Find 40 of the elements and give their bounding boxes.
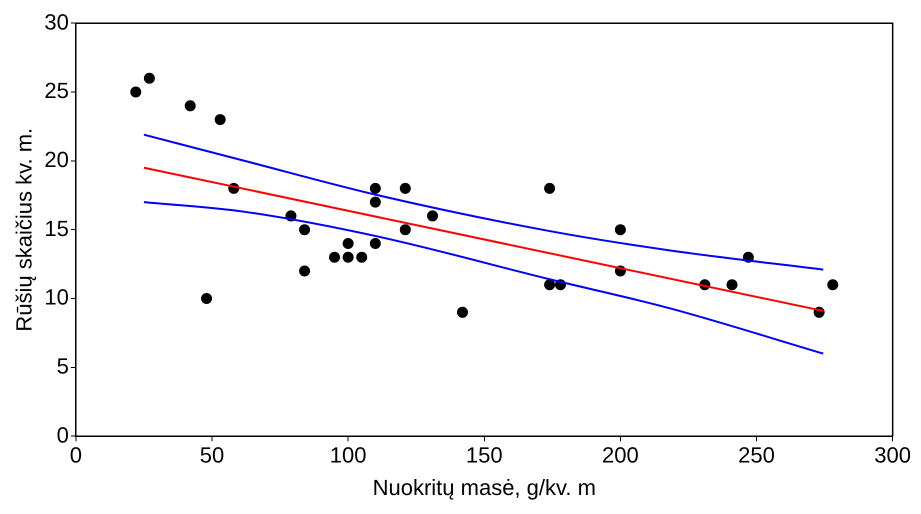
y-tick-label: 15: [44, 216, 69, 241]
point: [299, 266, 310, 276]
line-series: [142, 134, 824, 271]
y-tick-label: 5: [56, 353, 69, 378]
point: [201, 293, 212, 304]
x-tick-label: 100: [330, 442, 366, 468]
point: [614, 224, 626, 236]
point: [400, 224, 411, 236]
point: [130, 86, 142, 98]
point: [214, 114, 226, 126]
point: [726, 279, 738, 290]
line-series: [142, 201, 824, 355]
point: [370, 182, 381, 194]
point: [544, 279, 556, 290]
y-tick-label: 30: [44, 9, 69, 34]
y-tick-label: 20: [44, 146, 69, 172]
point: [544, 182, 556, 194]
point: [370, 238, 381, 249]
point: [400, 182, 411, 194]
y-tick-label: 0: [56, 422, 69, 448]
point: [342, 252, 354, 263]
point: [342, 238, 354, 249]
x-tick-label: 250: [738, 442, 775, 468]
point: [427, 210, 438, 222]
x-tick-label: 150: [466, 442, 503, 468]
point: [370, 196, 381, 208]
point: [827, 279, 838, 290]
point: [184, 100, 196, 112]
y-axis-title: Rūšių skaičius kv. m.: [11, 128, 36, 332]
point: [299, 224, 310, 236]
x-tick-label: 300: [874, 442, 912, 468]
point: [144, 72, 155, 84]
y-tick-label: 10: [44, 284, 69, 310]
point: [356, 252, 368, 263]
x-axis-title: Nuokritų masė, g/kv. m: [372, 474, 596, 500]
point: [329, 252, 340, 263]
point: [456, 306, 468, 318]
x-tick-label: 50: [200, 442, 224, 468]
y-tick-label: 25: [44, 78, 69, 104]
x-tick-label: 200: [602, 442, 639, 468]
